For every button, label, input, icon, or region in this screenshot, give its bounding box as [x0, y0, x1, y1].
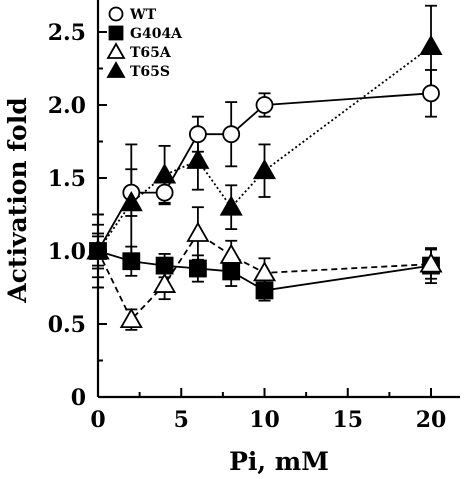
data-point-wt: [422, 84, 440, 103]
series-markers-t65a: [86, 221, 443, 329]
legend-label-t65a: T65A: [130, 45, 172, 61]
y-tick-label-1: 1.0: [48, 239, 86, 265]
x-tick-label-20: 20: [416, 407, 447, 433]
data-point-t65s: [153, 163, 177, 184]
x-tick-label-15: 15: [332, 407, 363, 433]
y-tick-label-0: 0: [71, 385, 86, 411]
x-tick-label-5: 5: [174, 407, 189, 433]
data-point-t65a: [219, 243, 243, 264]
data-point-t65s: [252, 158, 277, 180]
data-point-t65s: [186, 148, 210, 169]
data-point-wt: [188, 125, 207, 144]
legend-marker-t65a: [106, 42, 126, 59]
y-tick-label-0.5: 0.5: [48, 312, 86, 338]
data-point-g404a: [155, 256, 174, 275]
x-axis-title: Pi, mM: [229, 447, 329, 476]
data-point-t65s: [419, 34, 443, 55]
x-tick-label-0: 0: [90, 407, 105, 433]
data-point-wt: [222, 125, 241, 144]
legend-marker-wt: [108, 6, 124, 22]
y-tick-label-2: 2.0: [48, 93, 86, 119]
legend-label-g404a: G404A: [130, 26, 183, 42]
data-point-t65a: [153, 272, 177, 293]
data-point-g404a: [122, 252, 141, 271]
data-point-wt: [255, 96, 274, 114]
y-axis-title: Activation fold: [3, 97, 32, 303]
data-point-t65s: [219, 195, 243, 216]
x-tick-label-10: 10: [249, 407, 280, 433]
legend-marker-t65s: [106, 61, 126, 78]
data-point-t65a: [252, 261, 277, 282]
legend-label-wt: WT: [129, 7, 157, 23]
data-point-t65a: [419, 252, 443, 273]
plot-area: [86, 4, 443, 331]
data-point-g404a: [188, 259, 207, 278]
data-point-wt: [155, 183, 174, 202]
ticks: 0 5 10 15 20 0 0.5 1.0 1.5 2.0 2.5: [48, 20, 447, 433]
data-point-t65s: [119, 191, 143, 212]
legend-marker-g404a: [108, 25, 124, 41]
legend: WT G404A T65A T65S: [106, 6, 183, 80]
y-tick-label-2.5: 2.5: [48, 20, 86, 46]
y-tick-label-1.5: 1.5: [48, 166, 86, 192]
legend-label-t65s: T65S: [130, 64, 170, 80]
data-point-g404a: [222, 262, 241, 281]
data-point-t65a: [186, 221, 210, 242]
data-point-t65a: [119, 307, 143, 329]
axes: [96, 0, 460, 399]
data-point-g404a: [255, 281, 274, 300]
